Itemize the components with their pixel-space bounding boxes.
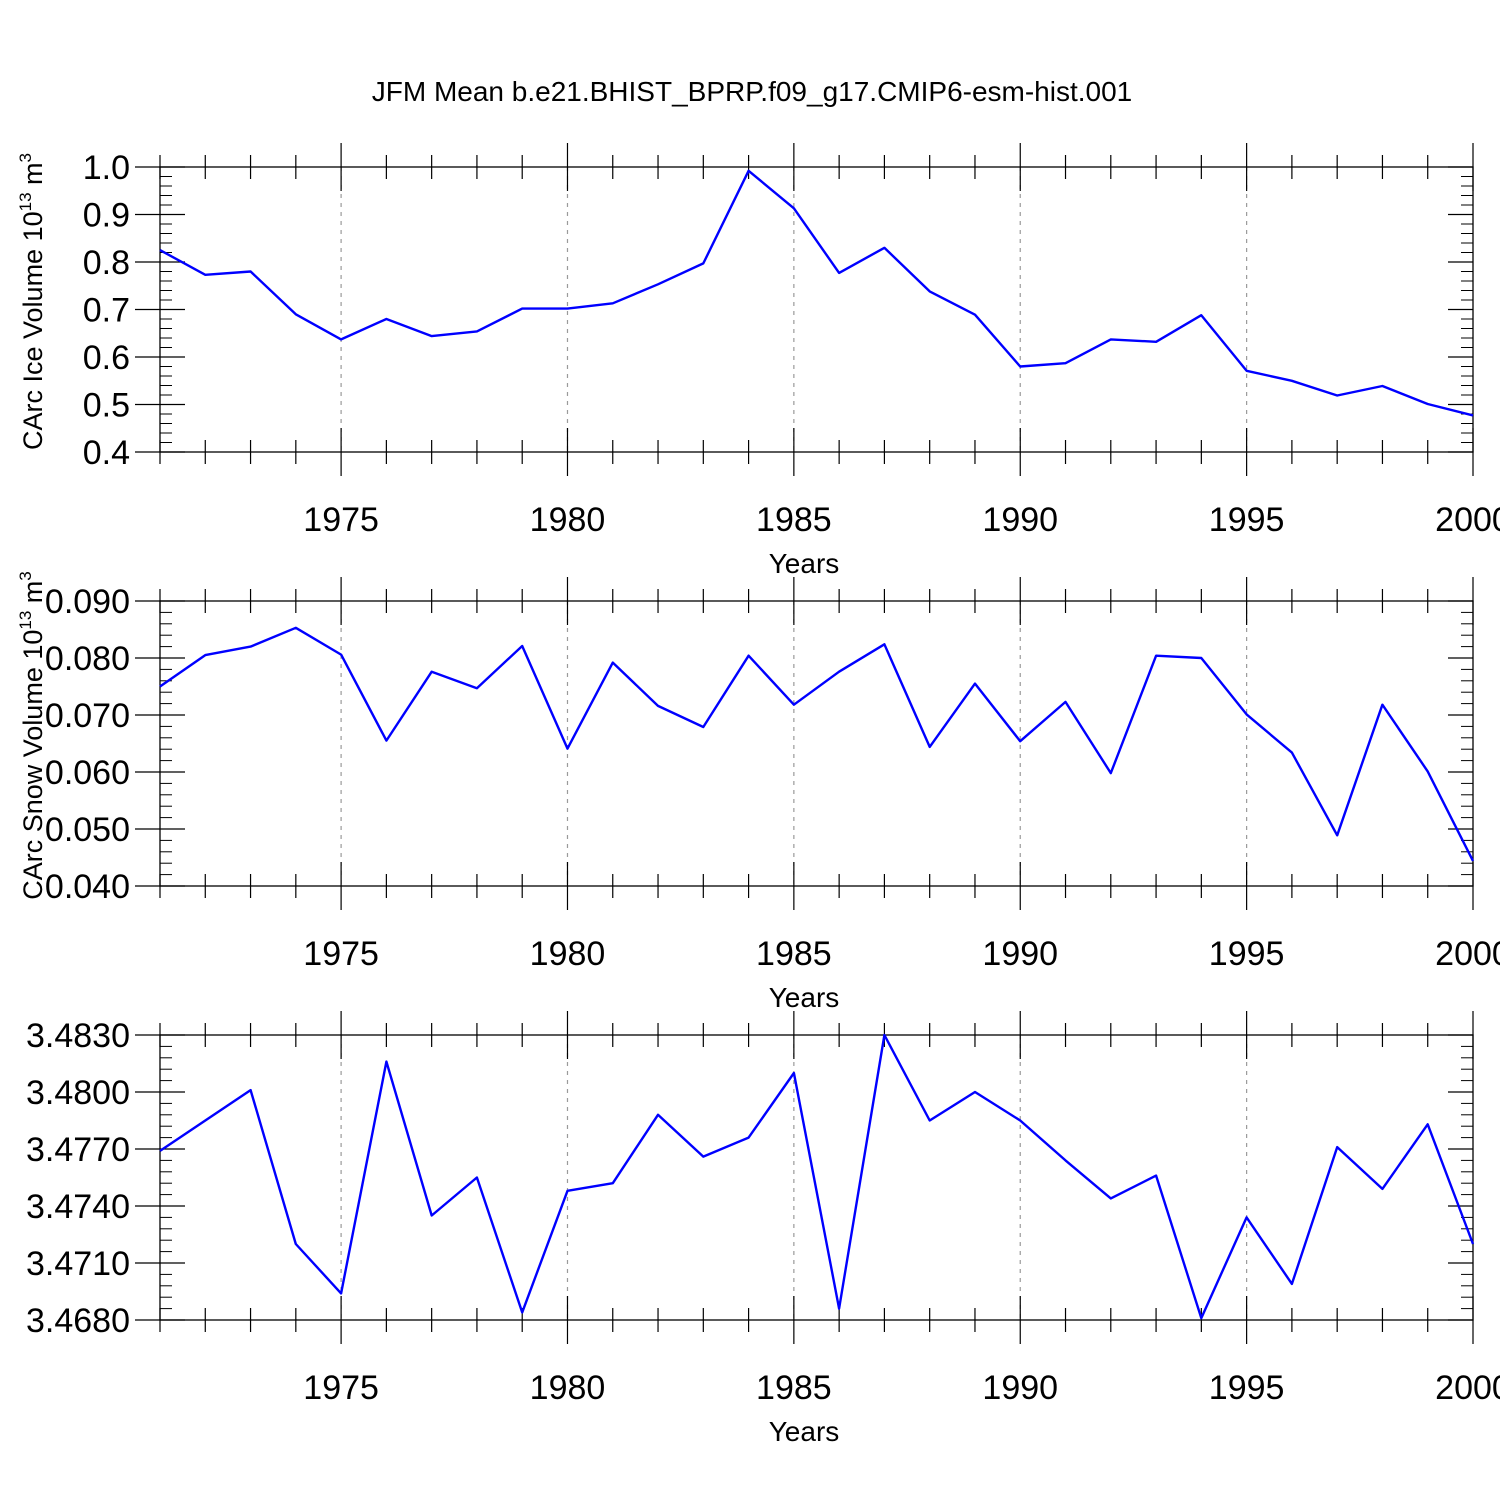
y-tick-label: 0.5 <box>83 387 130 425</box>
y-tick-label: 3.4770 <box>26 1131 130 1169</box>
series-line-snow-volume <box>159 626 1475 862</box>
y-tick-label: 3.4740 <box>26 1188 130 1226</box>
x-tick-label: 1980 <box>530 935 606 973</box>
x-tick-label: 1990 <box>982 501 1058 539</box>
x-tick-label: 1985 <box>756 1369 832 1407</box>
y-tick-label: 0.080 <box>45 640 130 678</box>
y-tick-label: 0.6 <box>83 339 130 377</box>
y-tick-label: 0.090 <box>45 583 130 621</box>
y-tick-label: 0.4 <box>83 434 130 472</box>
y-axis-label-superscript: 13 <box>16 611 35 630</box>
x-axis-label: Years <box>769 548 840 579</box>
x-axis-label: Years <box>769 1416 840 1447</box>
y-tick-label: 3.4710 <box>26 1245 130 1283</box>
series-line-ice-volume <box>159 169 1474 417</box>
x-tick-label: 1980 <box>530 501 606 539</box>
y-axis-label-part: CArc Snow Volume 10 <box>18 630 48 900</box>
panel-ice-volume: 0.4 0.5 0.6 0.7 0.8 0.9 1.0 1975 1980 1985 1990 199… <box>16 143 1500 579</box>
x-tick-label: 1995 <box>1209 935 1285 973</box>
x-tick-label: 1995 <box>1209 501 1285 539</box>
y-tick-label: 0.050 <box>45 811 130 849</box>
y-axis-label-superscript: 3 <box>16 571 35 580</box>
panel-third-series: 3.4680 3.4710 3.4740 3.4770 3.4800 3.4830 1975… <box>26 1011 1500 1447</box>
y-tick-label: 0.070 <box>45 697 130 735</box>
x-tick-label: 1975 <box>303 1369 379 1407</box>
y-tick-label: 0.060 <box>45 754 130 792</box>
plot-frame <box>159 1034 1474 1321</box>
y-tick-label: 0.040 <box>45 868 130 906</box>
panel-snow-volume: 0.040 0.050 0.060 0.070 0.080 0.090 1975 1980 19… <box>16 571 1500 1013</box>
x-tick-label: 1990 <box>982 1369 1058 1407</box>
y-tick-label: 1.0 <box>83 149 130 187</box>
x-tick-label: 2000 <box>1435 1369 1500 1407</box>
x-tick-label: 1985 <box>756 501 832 539</box>
plot-frame <box>159 600 1474 887</box>
y-tick-label: 0.7 <box>83 292 130 330</box>
y-axis-label-part: m <box>18 162 48 192</box>
x-tick-label: 1980 <box>530 1369 606 1407</box>
x-tick-label: 1985 <box>756 935 832 973</box>
y-tick-label: 0.9 <box>83 197 130 235</box>
x-tick-label: 1995 <box>1209 1369 1285 1407</box>
y-axis-label-superscript: 3 <box>16 153 35 162</box>
x-tick-label: 2000 <box>1435 501 1500 539</box>
y-tick-label: 0.8 <box>83 244 130 282</box>
chart-title: JFM Mean b.e21.BHIST_BPRP.f09_g17.CMIP6-… <box>371 76 1133 107</box>
y-tick-label: 3.4800 <box>26 1074 130 1112</box>
y-axis-label: CArc Snow Volume 1013 m3 <box>16 571 48 900</box>
x-tick-label: 1990 <box>982 935 1058 973</box>
x-axis-label: Years <box>769 982 840 1013</box>
y-axis-label: CArc Ice Volume 1013 m3 <box>16 153 48 450</box>
x-tick-label: 1975 <box>303 935 379 973</box>
series-line-third-series <box>159 1033 1475 1320</box>
x-tick-label: 2000 <box>1435 935 1500 973</box>
x-tick-label: 1975 <box>303 501 379 539</box>
plot-frame <box>159 166 1474 453</box>
y-axis-label-superscript: 13 <box>16 192 35 211</box>
y-axis-label-part: CArc Ice Volume 10 <box>18 211 48 450</box>
y-tick-label: 3.4830 <box>26 1017 130 1055</box>
y-axis-label-part: m <box>18 581 48 611</box>
y-tick-label: 3.4680 <box>26 1302 130 1340</box>
